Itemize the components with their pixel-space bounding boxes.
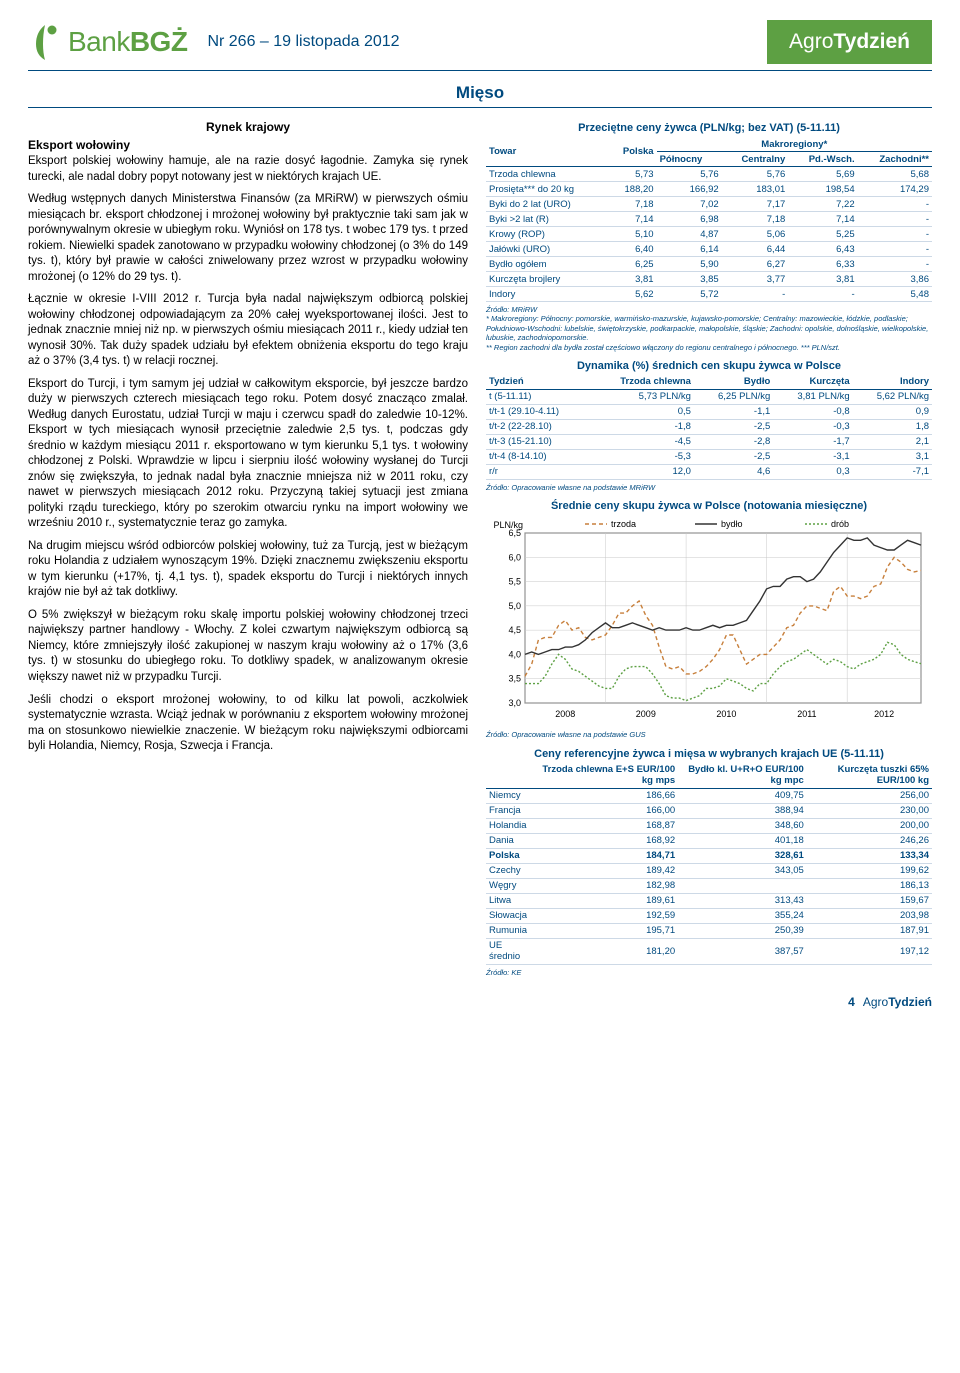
article-title: Eksport wołowiny [28, 138, 468, 152]
table-row: Bydło ogółem6,255,906,276,33- [486, 257, 932, 272]
article-paragraph: Według wstępnych danych Ministerstwa Fin… [28, 192, 468, 285]
svg-text:4,5: 4,5 [508, 625, 521, 635]
svg-text:2008: 2008 [555, 709, 575, 719]
table-row: t/t-1 (29.10-4.11)0,5-1,1-0,80,9 [486, 404, 932, 419]
table-row: Byki do 2 lat (URO)7,187,027,177,22- [486, 197, 932, 212]
table-row: Niemcy186,66409,75256,00 [486, 788, 932, 803]
table-reference: Trzoda chlewna E+S EUR/100 kg mpsBydło k… [486, 763, 932, 965]
table-row: Jałówki (URO)6,406,146,446,43- [486, 242, 932, 257]
table-row: Czechy189,42343,05199,62 [486, 863, 932, 878]
issue-number: Nr 266 – 19 listopada 2012 [207, 29, 399, 55]
table1-title: Przeciętne ceny żywca (PLN/kg; bez VAT) … [486, 122, 932, 134]
table-row: t (5-11.11)5,73 PLN/kg6,25 PLN/kg3,81 PL… [486, 389, 932, 404]
svg-text:2011: 2011 [797, 709, 816, 719]
table-row: Francja166,00388,94230,00 [486, 803, 932, 818]
table-row: Krowy (ROP)5,104,875,065,25- [486, 227, 932, 242]
svg-text:3,0: 3,0 [508, 698, 521, 708]
logo: BankBGŻ [28, 20, 187, 64]
table-row: t/t-2 (22-28.10)-1,8-2,5-0,31,8 [486, 419, 932, 434]
svg-text:trzoda: trzoda [611, 519, 636, 529]
brand-badge: AgroTydzień [767, 20, 932, 64]
table1-footnote: Źródło: MRiRW* Makroregiony: Północny: p… [486, 305, 932, 352]
table-row: Litwa189,61313,43159,67 [486, 893, 932, 908]
svg-text:drób: drób [831, 519, 849, 529]
svg-text:4,0: 4,0 [508, 650, 521, 660]
svg-text:bydło: bydło [721, 519, 743, 529]
svg-text:PLN/kg: PLN/kg [493, 520, 523, 530]
table3-title: Ceny referencyjne żywca i mięsa w wybran… [486, 748, 932, 760]
table-prices: TowarPolskaMakroregiony*PółnocnyCentraln… [486, 137, 932, 302]
table-row: t/t-4 (8-14.10)-5,3-2,5-3,13,1 [486, 449, 932, 464]
table-dynamics: TydzieńTrzoda chlewnaBydłoKurczętaIndory… [486, 375, 932, 480]
svg-text:3,5: 3,5 [508, 674, 521, 684]
data-column: Przeciętne ceny żywca (PLN/kg; bez VAT) … [486, 120, 932, 985]
table2-title: Dynamika (%) średnich cen skupu żywca w … [486, 360, 932, 372]
article-column: Rynek krajowy Eksport wołowiny Eksport p… [28, 120, 468, 985]
table-row: Kurczęta brojlery3,813,853,773,813,86 [486, 272, 932, 287]
price-chart: 3,03,54,04,55,05,56,06,52008200920102011… [486, 515, 932, 727]
table-row: Holandia168,87348,60200,00 [486, 818, 932, 833]
table-row: Trzoda chlewna5,735,765,765,695,68 [486, 167, 932, 182]
table-row: Polska184,71328,61133,34 [486, 848, 932, 863]
divider [28, 70, 932, 71]
table-row: UE średnio181,20387,57197,12 [486, 938, 932, 964]
page-number: 4 [848, 995, 855, 1009]
chart-title: Średnie ceny skupu żywca w Polsce (notow… [486, 500, 932, 512]
table-row: Dania168,92401,18246,26 [486, 833, 932, 848]
table-row: Słowacja192,59355,24203,98 [486, 908, 932, 923]
svg-text:2012: 2012 [874, 709, 894, 719]
page-header: BankBGŻ Nr 266 – 19 listopada 2012 AgroT… [28, 20, 932, 64]
svg-text:2010: 2010 [716, 709, 736, 719]
svg-text:5,0: 5,0 [508, 601, 521, 611]
article-paragraph: Eksport polskiej wołowiny hamuje, ale na… [28, 154, 468, 185]
page-footer: 4 AgroTydzień [28, 995, 932, 1009]
table-row: Węgry182,98186,13 [486, 878, 932, 893]
logo-icon [28, 20, 62, 64]
chart-footnote: Źródło: Opracowanie własne na podstawie … [486, 730, 932, 739]
table2-footnote: Źródło: Opracowanie własne na podstawie … [486, 483, 932, 492]
footer-brand: AgroTydzień [863, 995, 932, 1009]
svg-text:5,5: 5,5 [508, 577, 521, 587]
article-paragraph: O 5% zwiększył w bieżącym roku skalę imp… [28, 608, 468, 686]
table-row: Indory5,625,72--5,48 [486, 287, 932, 302]
svg-text:6,0: 6,0 [508, 553, 521, 563]
article-paragraph: Jeśli chodzi o eksport mrożonej wołowiny… [28, 693, 468, 755]
table-row: Rumunia195,71250,39187,91 [486, 923, 932, 938]
table-row: Byki >2 lat (R)7,146,987,187,14- [486, 212, 932, 227]
article-paragraph: Eksport do Turcji, i tym samym jej udzia… [28, 377, 468, 532]
table3-footnote: Źródło: KE [486, 968, 932, 977]
table-row: Prosięta*** do 20 kg188,20166,92183,0119… [486, 182, 932, 197]
table-row: t/t-3 (15-21.10)-4,5-2,8-1,72,1 [486, 434, 932, 449]
svg-text:2009: 2009 [636, 709, 656, 719]
article-paragraph: Łącznie w okresie I-VIII 2012 r. Turcja … [28, 292, 468, 370]
logo-text: BankBGŻ [68, 26, 187, 58]
section-title: Mięso [28, 77, 932, 108]
article-subhead: Rynek krajowy [28, 120, 468, 134]
article-paragraph: Na drugim miejscu wśród odbiorców polski… [28, 539, 468, 601]
table-row: r/r12,04,60,3-7,1 [486, 464, 932, 479]
